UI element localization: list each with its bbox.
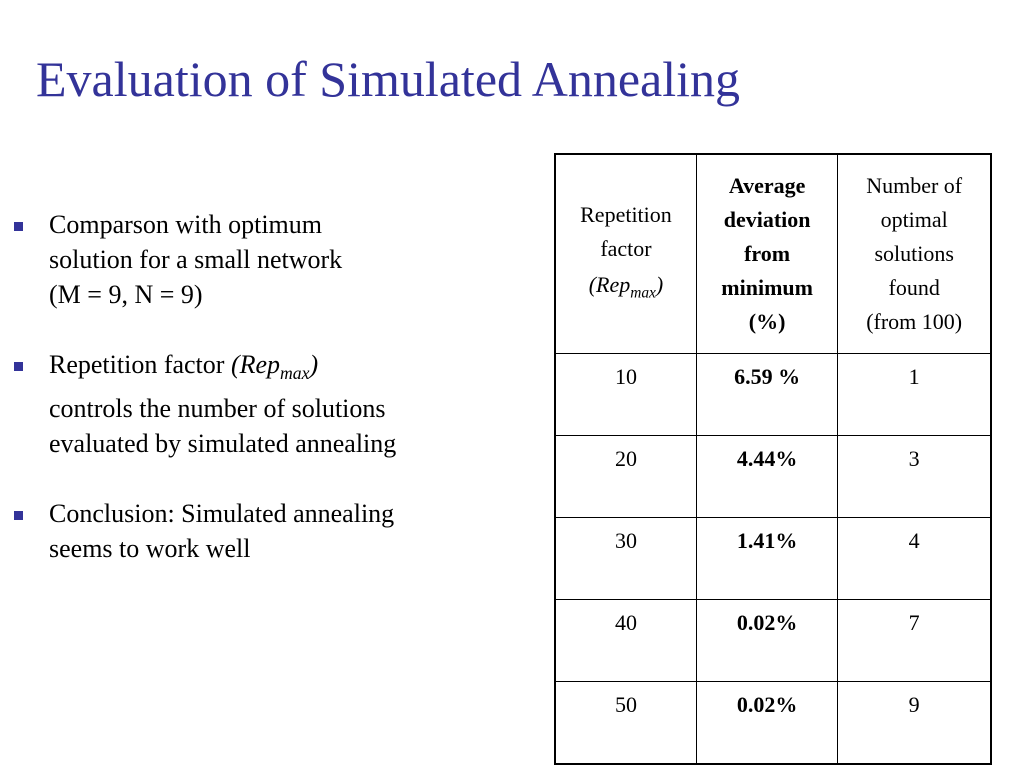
cell-average-deviation: 1.41%	[695, 517, 839, 600]
square-bullet-icon	[14, 222, 23, 231]
rep-max-symbol: (Repmax)	[556, 268, 696, 310]
cell-optimal-count: 4	[837, 517, 992, 600]
results-table: Repetition factor (Repmax) Average devia…	[554, 153, 992, 765]
bullet-line: Repetition factor (Repmax)	[49, 347, 519, 391]
cell-repetition-factor: 40	[554, 599, 697, 682]
bullet-item-conclusion: Conclusion: Simulated annealing seems to…	[14, 496, 519, 566]
header-line: found	[888, 275, 940, 300]
cell-optimal-count: 7	[837, 599, 992, 682]
bullet-line: Conclusion: Simulated annealing	[49, 499, 395, 529]
bullet-line: solution for a small network	[49, 245, 343, 274]
table-row: 50 0.02% 9	[554, 681, 992, 765]
cell-average-deviation: 6.59 %	[695, 353, 839, 436]
table-row: 20 4.44% 3	[554, 435, 992, 518]
square-bullet-icon	[14, 362, 23, 371]
header-line: (from 100)	[866, 309, 963, 334]
table-row: 40 0.02% 7	[554, 599, 992, 682]
rep-subscript: max	[280, 363, 310, 384]
header-line: Number of	[866, 173, 963, 198]
cell-repetition-factor: 30	[554, 517, 697, 600]
header-average-deviation: Average deviation from minimum (%)	[695, 153, 839, 354]
cell-average-deviation: 0.02%	[695, 599, 839, 682]
bullet-list: Comparson with optimum solution for a sm…	[14, 207, 519, 566]
rep-base: (Rep	[588, 271, 631, 297]
header-repetition-factor: Repetition factor (Repmax)	[554, 153, 697, 354]
header-line: deviation	[723, 207, 811, 232]
cell-repetition-factor: 20	[554, 435, 697, 518]
bullet-line: (M = 9, N = 9)	[49, 280, 203, 309]
header-line: factor	[600, 235, 652, 261]
table-row: 10 6.59 % 1	[554, 353, 992, 436]
cell-optimal-count: 9	[837, 681, 992, 765]
cell-average-deviation: 0.02%	[695, 681, 839, 765]
header-optimal-solutions: Number of optimal solutions found (from …	[837, 153, 992, 354]
bullet-line: controls the number of solutions	[49, 394, 386, 424]
cell-repetition-factor: 50	[554, 681, 697, 765]
cell-optimal-count: 1	[837, 353, 992, 436]
table-row: 30 1.41% 4	[554, 517, 992, 600]
cell-repetition-factor: 10	[554, 353, 697, 436]
cell-optimal-count: 3	[837, 435, 992, 518]
header-line: minimum	[721, 275, 813, 300]
header-line: from	[744, 241, 791, 266]
rep-close: )	[655, 271, 664, 297]
bullet-line: seems to work well	[49, 534, 251, 564]
bullet-prefix: Repetition factor	[49, 350, 231, 379]
bullet-item-repetition: Repetition factor (Repmax) controls the …	[14, 347, 519, 461]
rep-subscript: max	[630, 284, 656, 302]
rep-max-symbol: (Repmax)	[230, 350, 319, 383]
rep-base: (Rep	[230, 350, 281, 379]
header-line: Average	[728, 173, 806, 198]
bullet-line: evaluated by simulated annealing	[49, 429, 397, 459]
cell-average-deviation: 4.44%	[695, 435, 839, 518]
table-header-row: Repetition factor (Repmax) Average devia…	[554, 153, 992, 354]
header-line: solutions	[874, 241, 954, 266]
bullet-line: Comparson with optimum	[49, 210, 322, 239]
header-line: optimal	[880, 207, 948, 232]
square-bullet-icon	[14, 511, 23, 521]
header-line: Repetition	[580, 201, 672, 227]
slide-title: Evaluation of Simulated Annealing	[36, 51, 741, 107]
rep-close: )	[309, 350, 319, 379]
bullet-item-comparison: Comparson with optimum solution for a sm…	[14, 207, 519, 312]
header-line: (%)	[748, 309, 786, 334]
